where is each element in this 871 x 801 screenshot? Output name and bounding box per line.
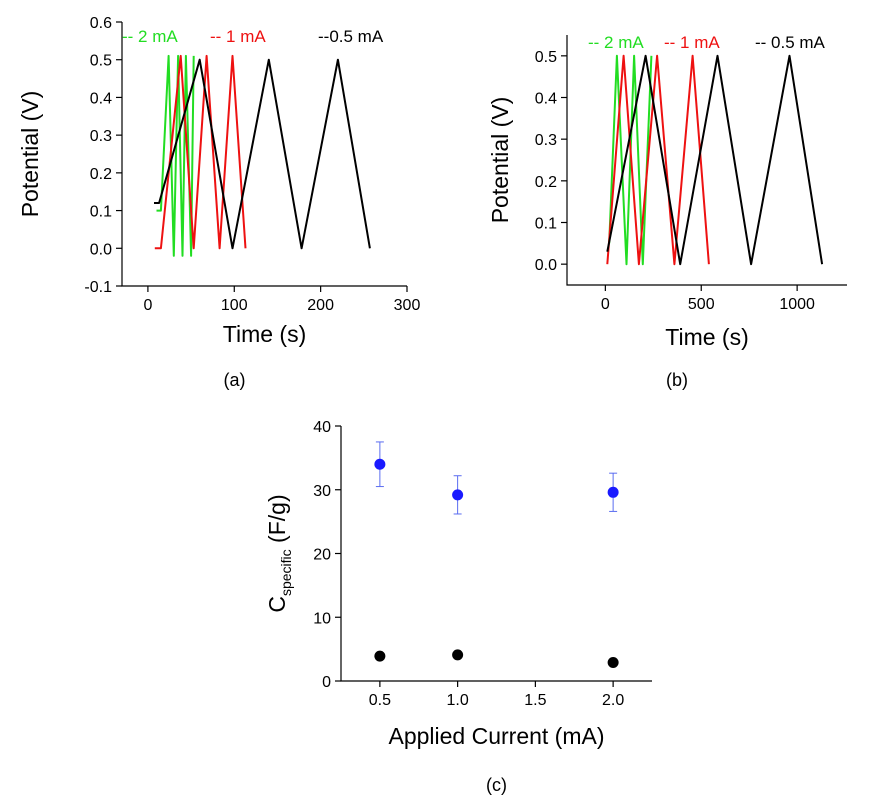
- axis-frame: [121, 22, 407, 287]
- y-tick-label: 0.0: [90, 241, 112, 258]
- y-tick-label: 0: [322, 674, 331, 691]
- y-axis-label: Cspecific (F/g): [264, 494, 294, 612]
- chart-panel-2: 0.5 1.0 1.5 2.0 0 10 20 30 40 Applied Current (mA…: [264, 419, 652, 795]
- y-tick-label: 0.6: [90, 15, 112, 32]
- y-tick-label: 0.0: [535, 257, 557, 274]
- chart-panel-0: 0 100 200 300 -0.1 0.0 0.1 0.2 0.3 0.4 0.5 0.6 Time …: [17, 15, 420, 390]
- y-tick-label: 10: [313, 610, 331, 627]
- x-axis-label: Time (s): [665, 324, 748, 350]
- y-axis-label-sub: specific: [278, 549, 294, 596]
- x-tick-label: 0.5: [369, 692, 391, 709]
- legend-entry: -- 2 mA: [122, 27, 178, 46]
- scatter-point: [607, 486, 619, 498]
- y-tick-label: 0.4: [535, 91, 557, 108]
- x-tick-label: 500: [688, 296, 715, 313]
- legend-entry: -- 2 mA: [588, 33, 644, 52]
- scatter-point: [452, 489, 464, 501]
- y-axis-label-main: C: [264, 596, 290, 613]
- y-tick-label: 0.2: [535, 174, 557, 191]
- panel-label: (c): [486, 775, 507, 795]
- x-axis-label: Applied Current (mA): [388, 723, 604, 749]
- scatter-point: [607, 657, 619, 669]
- y-axis-label-unit: (F/g): [264, 494, 290, 549]
- legend-entry: -- 1 mA: [664, 33, 720, 52]
- x-tick-label: 1.0: [447, 692, 469, 709]
- legend-entry: --0.5 mA: [318, 27, 384, 46]
- series-line: [154, 54, 247, 250]
- chart-panel-1: 0 500 1000 0.0 0.1 0.2 0.3 0.4 0.5 Time (s) Potent…: [487, 33, 847, 390]
- axis-frame: [566, 35, 847, 286]
- y-tick-label: 30: [313, 483, 331, 500]
- x-tick-label: 100: [221, 297, 248, 314]
- y-tick-label: 0.5: [90, 53, 112, 70]
- legend-entry: -- 0.5 mA: [755, 33, 826, 52]
- scatter-point: [452, 649, 464, 661]
- x-tick-label: 1000: [779, 296, 815, 313]
- scatter-point: [374, 650, 386, 662]
- y-axis-label: Potential (V): [17, 91, 43, 218]
- y-tick-label: 0.2: [90, 166, 112, 183]
- y-tick-label: 40: [313, 419, 331, 436]
- x-tick-label: 1.5: [524, 692, 546, 709]
- y-tick-label: 0.3: [90, 128, 112, 145]
- series-line: [606, 54, 824, 266]
- x-tick-label: 0: [143, 297, 152, 314]
- panel-label: (b): [666, 370, 688, 390]
- x-tick-label: 0: [601, 296, 610, 313]
- y-tick-label: -0.1: [84, 279, 112, 296]
- y-tick-label: 0.3: [535, 132, 557, 149]
- y-tick-label: 0.4: [90, 90, 112, 107]
- y-tick-label: 0.1: [535, 216, 557, 233]
- legend-entry: -- 1 mA: [210, 27, 266, 46]
- series-line: [606, 54, 710, 266]
- y-tick-label: 0.1: [90, 204, 112, 221]
- y-tick-label: 0.5: [535, 49, 557, 66]
- scatter-point: [374, 458, 386, 470]
- x-axis-label: Time (s): [223, 321, 306, 347]
- x-tick-label: 200: [307, 297, 334, 314]
- y-axis-label: Potential (V): [487, 97, 513, 224]
- panel-label: (a): [224, 370, 246, 390]
- y-tick-label: 20: [313, 547, 331, 564]
- x-tick-label: 2.0: [602, 692, 624, 709]
- x-tick-label: 300: [394, 297, 421, 314]
- axis-frame: [340, 426, 652, 682]
- series-line: [154, 58, 371, 250]
